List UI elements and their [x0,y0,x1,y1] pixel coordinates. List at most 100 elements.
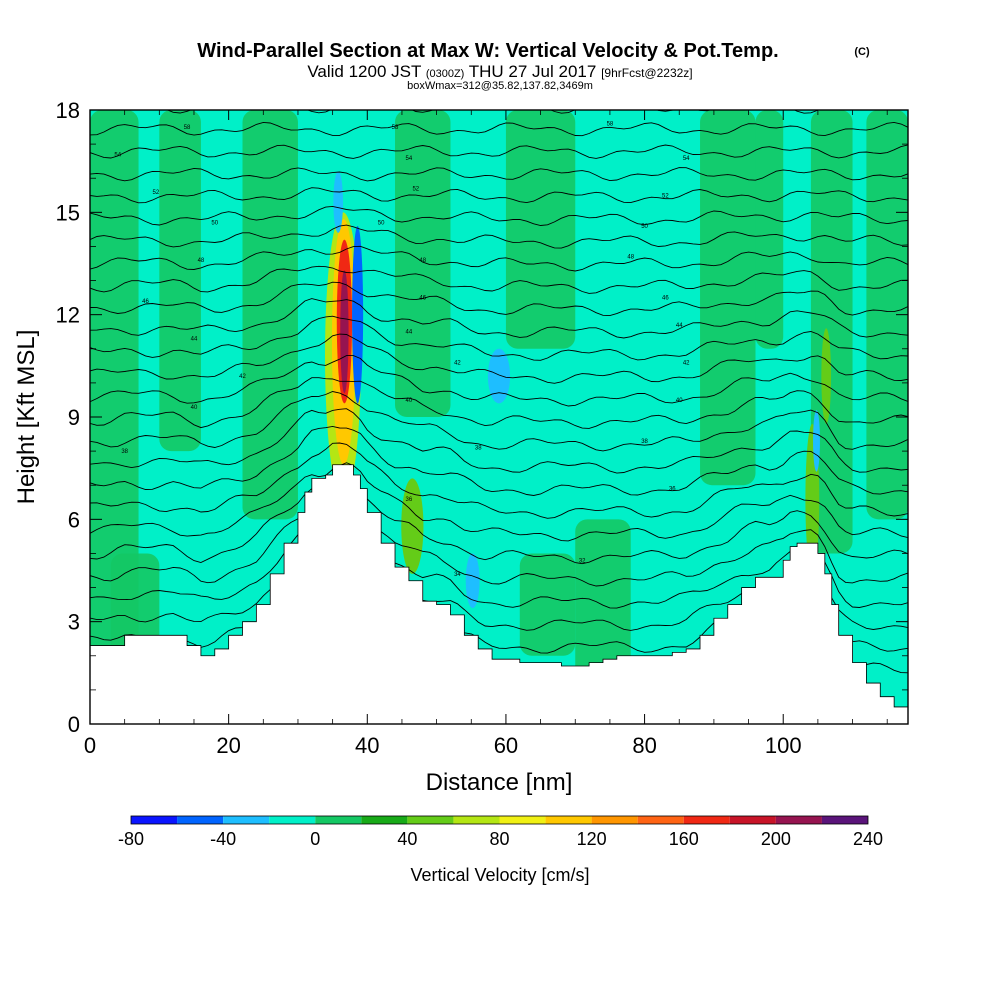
isentrope-label: 44 [191,337,198,343]
x-tick-label: 20 [216,733,240,758]
copyright-mark: (C) [854,46,870,58]
isentrope-line [90,144,908,159]
isentrope-label: 46 [142,299,149,305]
colorbar-swatch [453,816,500,824]
isentrope-line [90,245,908,272]
y-tick-label: 3 [68,610,80,635]
x-tick-label: 100 [765,733,802,758]
colorbar-tick-label: 160 [669,829,699,849]
terrain-layer [89,464,909,725]
colorbar-swatch [729,816,776,824]
isentrope-label-layer: 58 58 58 54 54 54 52 52 52 50 50 50 48 48 48 46 46 46 44 44… [114,122,690,578]
velocity-region-downdraft-55 [465,553,480,609]
colorbar-swatch [131,816,178,824]
plot-area: 58 58 58 54 54 54 52 52 52 50 50 50 48 48 48 46 46 46 44 44… [56,98,909,758]
colorbar-tick-label: 40 [397,829,417,849]
colorbar-label: Vertical Velocity [cm/s] [410,865,589,885]
isentrope-label: 42 [683,360,690,366]
velocity-region-downdraft-top [333,171,344,233]
isentrope-label: 38 [121,449,128,455]
colorbar-tick-label: 200 [761,829,791,849]
isentrope-label: 34 [454,572,461,578]
isentrope-label: 52 [153,190,160,196]
isentrope-label: 48 [419,258,426,264]
colorbar-swatch [223,816,270,824]
isentrope-label: 48 [198,258,205,264]
forecast-info: [9hrFcst@2232z] [601,66,693,80]
colorbar-swatch [177,816,224,824]
colorbar-swatch [269,816,316,824]
colorbar-swatch [683,816,730,824]
colorbar-swatch [361,816,408,824]
weak-updraft-band [519,553,576,656]
y-tick-label: 15 [56,200,80,225]
isentrope-line [90,425,908,496]
colorbar-frame [130,815,869,825]
colorbar-swatch [545,816,592,824]
valid-date: THU 27 Jul 2017 [469,62,597,81]
y-tick-label: 12 [56,303,80,328]
isentrope-line [90,462,908,542]
chart-title: Wind-Parallel Section at Max W: Vertical… [197,40,778,62]
isentrope-line [90,265,908,294]
terrain [89,464,909,725]
valid-utc: (0300Z) [426,68,465,80]
colorbar-tick-label: 80 [489,829,509,849]
y-tick-label: 18 [56,98,80,123]
colorbar-tick-label: 240 [853,829,883,849]
isentrope-line [90,281,908,317]
isentrope-line [90,333,908,384]
x-tick-label: 40 [355,733,379,758]
velocity-region-downdraft-105 [813,410,820,472]
isentrope-line [90,205,908,226]
isentrope-label: 36 [406,497,413,503]
isentrope-line [90,517,908,609]
colorbar-tick-label: -40 [210,829,236,849]
isentrope-label: 44 [676,323,683,329]
weak-updraft-band [242,110,298,520]
velocity-region-updraft-core-max [340,270,349,394]
colorbar-tick-label: 120 [577,829,607,849]
x-tick-label: 60 [494,733,518,758]
weak-updraft-band [755,110,784,349]
isentrope-label: 58 [184,125,191,131]
y-tick-label: 0 [68,712,80,737]
weak-updraft-band [395,110,451,417]
x-tick-label: 80 [632,733,656,758]
colorbar-swatch [775,816,822,824]
colorbar-swatch [499,816,546,824]
colorbar-tick-label: 0 [310,829,320,849]
isentrope-line [90,187,908,204]
isentrope-label: 46 [662,296,669,302]
isentrope-label: 40 [676,398,683,404]
isentrope-label: 58 [392,125,399,131]
isentrope-line [90,121,908,137]
y-tick-label: 6 [68,507,80,532]
velocity-region-updraft-106 [821,328,832,424]
isentrope-label: 58 [607,122,614,128]
isentrope-label: 50 [641,224,648,230]
isentrope-label: 32 [579,558,586,564]
isentrope-label: 54 [114,152,121,158]
isentrope-label: 52 [412,186,419,192]
colorbar-swatch [407,816,454,824]
y-tick-label: 9 [68,405,80,430]
isentrope-label: 46 [419,296,426,302]
velocity-region-updraft-secondary [401,478,424,574]
isentrope-label: 54 [406,156,413,162]
isentrope-label: 50 [378,221,385,227]
isentrope-line [90,391,908,452]
velocity-region-downdraft-east [352,225,364,404]
isentrope-line [90,315,908,361]
isentrope-line [90,298,908,339]
isentrope-label: 42 [454,360,461,366]
isentrope-line [90,488,908,565]
colorbar-swatch [315,816,362,824]
colorbar-swatch [637,816,684,824]
isentrope-label: 44 [406,330,413,336]
y-axis-label: Height [Kft MSL] [13,330,40,505]
isentrope-line [90,355,908,407]
valid-prefix: Valid 1200 JST [307,62,421,81]
